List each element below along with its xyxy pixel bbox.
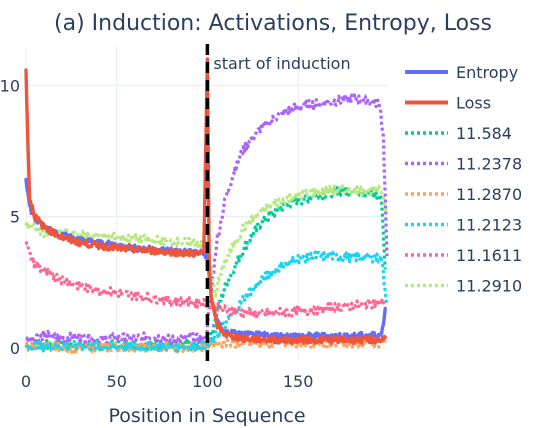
legend: Entropy Loss 11.584 11.2378 11.2870 11.2123 11… [405, 63, 522, 296]
series-line-11-2123 [24, 250, 389, 353]
y-tick-label: 0 [10, 339, 20, 358]
y-tick-label: 10 [0, 76, 20, 95]
chart-title: (a) Induction: Activations, Entropy, Los… [54, 11, 492, 36]
y-tick-label: 5 [10, 208, 20, 227]
axes: 0 50 100 150 0 5 10 [0, 76, 313, 391]
legend-label: 11.2123 [456, 216, 522, 235]
x-tick-label: 50 [107, 372, 127, 391]
legend-label: Entropy [456, 63, 518, 82]
legend-label: 11.2910 [456, 277, 522, 296]
x-tick-label: 100 [192, 372, 223, 391]
x-tick-label: 150 [283, 372, 314, 391]
legend-label: 11.1611 [456, 246, 522, 265]
legend-label: Loss [456, 94, 491, 113]
annotation-layer: start of induction [205, 44, 351, 364]
series-line-11-1611 [24, 240, 387, 319]
plot-area [24, 57, 389, 354]
legend-label: 11.584 [456, 124, 512, 143]
induction-annotation: start of induction [213, 54, 350, 73]
series-line-loss [24, 57, 387, 345]
series-line-11-2378 [25, 93, 389, 346]
x-tick-label: 0 [21, 372, 31, 391]
legend-label: 11.2378 [456, 155, 522, 174]
legend-label: 11.2870 [456, 185, 522, 204]
x-axis-title: Position in Sequence [108, 405, 305, 427]
